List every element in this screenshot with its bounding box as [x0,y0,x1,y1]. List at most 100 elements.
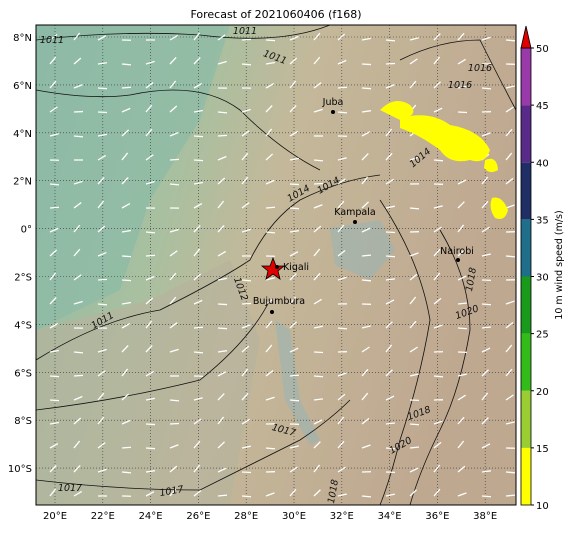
city-label: Nairobi [440,246,474,257]
wind-barb [146,424,155,425]
wind-barb [362,64,371,65]
wind-barb [434,376,443,377]
colorbar-tick-label: 10 [536,501,549,512]
lat-tick-label: 6°S [14,368,32,379]
lon-tick-label: 20°E [43,511,67,522]
colorbar-label: 10 m wind speed (m/s) [554,210,565,319]
city-label: Juba [322,97,344,108]
wind-barb [50,376,59,377]
wind-barb [290,184,299,185]
wind-barb [218,495,227,496]
wind-barb [98,279,107,280]
wind-barb [290,400,299,401]
wind-barb [338,328,347,329]
wind-barb [362,496,371,497]
wind-barb [50,184,59,185]
wind-barb [362,88,371,89]
colorbar-segment [521,391,531,448]
wind-barb [362,280,371,281]
wind-barb [386,256,395,257]
lon-tick-label: 36°E [425,511,449,522]
city-label: Kampala [334,207,375,218]
wind-barb [314,376,323,377]
wind-barb [218,112,227,113]
colorbar-tick-label: 30 [536,273,549,284]
wind-barb [170,400,179,401]
wind-barb [122,447,131,448]
wind-barb [146,232,155,233]
lat-tick-label: 8°S [14,416,32,427]
wind-barb [194,352,203,353]
lat-tick-label: 2°S [14,273,32,284]
wind-barb [194,136,203,137]
city-label: Bujumbura [253,296,305,307]
wind-barb [74,136,83,137]
colorbar-segment [521,162,531,219]
contour-label: 1016 [448,80,472,91]
wind-barb [338,112,347,113]
colorbar-tick-label: 25 [536,330,549,341]
wind-barb [50,207,59,208]
lat-tick-label: 4°N [13,129,32,140]
lon-tick-label: 32°E [330,511,354,522]
contour-label: 1016 [468,63,492,74]
lat-tick-label: 4°S [14,320,32,331]
colorbar-extend [521,26,531,48]
city-dot [275,265,279,269]
lon-tick-label: 26°E [186,511,210,522]
wind-barb [506,495,515,496]
colorbar-segment [521,105,531,162]
wind-barb [506,40,515,41]
wind-barb [242,39,251,40]
wind-barb [314,160,323,161]
colorbar-tick-label: 50 [536,44,549,55]
lon-tick-label: 24°E [139,511,163,522]
wind-barb [146,448,155,449]
wind-barb [386,40,395,41]
wind-barb [98,112,107,113]
wind-barb [98,88,107,89]
colorbar-segment [521,219,531,276]
wind-barb [146,255,155,256]
wind-barb [98,304,107,305]
title: Forecast of 2021060406 (f168) [190,8,361,21]
wind-barb [122,472,131,473]
city-dot [270,310,274,314]
colorbar-segment [521,277,531,334]
wind-barb [50,400,59,401]
lat-tick-label: 10°S [8,464,32,475]
lat-tick-label: 2°N [13,177,32,188]
colorbar-tick-label: 40 [536,158,549,169]
lon-tick-label: 22°E [91,511,115,522]
wind-barb [482,304,491,305]
wind-barb [362,255,371,256]
wind-barb [170,184,179,185]
city-label: Kigali [283,262,309,273]
wind-barb [122,280,131,281]
city-dot [331,110,335,114]
wind-barb [194,160,203,161]
wind-barb [434,160,443,161]
wind-barb [74,375,83,376]
wind-barb [458,328,467,329]
colorbar-segment [521,334,531,391]
wind-barb [170,159,179,160]
colorbar-segment [521,448,531,505]
colorbar-segment [521,48,531,105]
wind-barb [242,64,251,65]
lat-tick-label: 0° [21,225,32,236]
contour-label: 1011 [40,35,64,46]
wind-barb [122,256,131,257]
wind-barb [482,496,491,497]
wind-barb [218,135,227,136]
contour-label: 1011 [233,26,257,37]
wind-barb [266,448,275,449]
wind-barb [506,256,515,257]
wind-barb [218,328,227,329]
wind-barb [410,424,419,425]
wind-barb [122,64,131,65]
wind-barb [122,87,131,88]
